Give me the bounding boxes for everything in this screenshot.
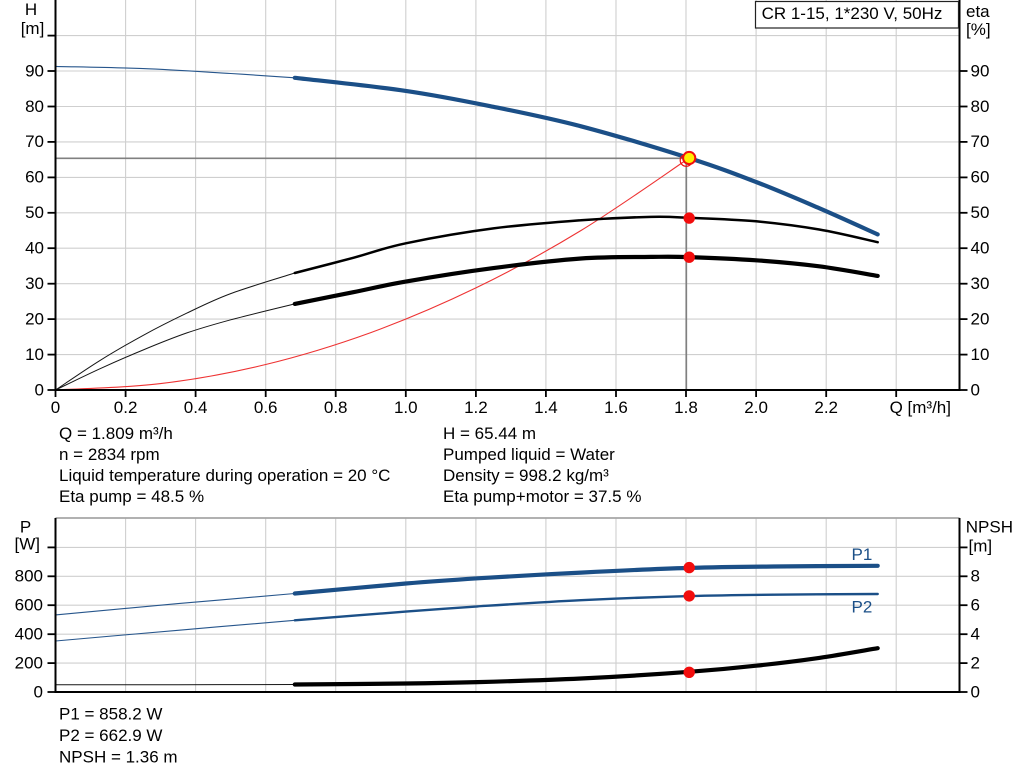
svg-text:Liquid temperature during oper: Liquid temperature during operation = 20…	[59, 466, 390, 485]
svg-text:Q [m³/h]: Q [m³/h]	[890, 398, 951, 417]
svg-text:0: 0	[34, 682, 43, 701]
svg-text:0: 0	[35, 380, 44, 399]
svg-text:0: 0	[971, 682, 980, 701]
svg-text:30: 30	[971, 274, 990, 293]
svg-text:1.8: 1.8	[674, 398, 698, 417]
svg-text:8: 8	[971, 567, 980, 586]
svg-text:H: H	[25, 0, 37, 19]
svg-text:80: 80	[25, 97, 44, 116]
svg-text:[%]: [%]	[966, 20, 991, 39]
svg-text:6: 6	[971, 596, 980, 615]
svg-text:70: 70	[971, 132, 990, 151]
svg-text:70: 70	[25, 132, 44, 151]
svg-text:0.6: 0.6	[254, 398, 278, 417]
svg-text:30: 30	[25, 274, 44, 293]
svg-text:1.4: 1.4	[534, 398, 558, 417]
svg-text:10: 10	[971, 345, 990, 364]
svg-text:600: 600	[15, 596, 43, 615]
svg-text:eta: eta	[966, 2, 990, 21]
svg-text:90: 90	[25, 61, 44, 80]
svg-text:90: 90	[971, 61, 990, 80]
svg-text:n = 2834 rpm: n = 2834 rpm	[59, 445, 160, 464]
svg-text:200: 200	[15, 653, 43, 672]
svg-text:2.2: 2.2	[814, 398, 838, 417]
svg-text:60: 60	[25, 168, 44, 187]
svg-text:1.2: 1.2	[464, 398, 488, 417]
svg-text:50: 50	[971, 203, 990, 222]
svg-text:4: 4	[971, 625, 980, 644]
svg-text:0: 0	[51, 398, 60, 417]
svg-text:NPSH: NPSH	[966, 518, 1013, 537]
svg-text:40: 40	[971, 239, 990, 258]
svg-text:Q = 1.809 m³/h: Q = 1.809 m³/h	[59, 424, 173, 443]
svg-text:0.2: 0.2	[114, 398, 138, 417]
svg-text:0: 0	[971, 380, 980, 399]
svg-text:400: 400	[15, 625, 43, 644]
svg-text:2: 2	[971, 653, 980, 672]
svg-text:H = 65.44 m: H = 65.44 m	[443, 424, 536, 443]
svg-text:0.4: 0.4	[184, 398, 208, 417]
svg-text:20: 20	[25, 309, 44, 328]
svg-text:P1: P1	[852, 545, 873, 564]
svg-text:CR 1-15, 1*230 V, 50Hz: CR 1-15, 1*230 V, 50Hz	[762, 4, 943, 23]
svg-text:0.8: 0.8	[324, 398, 348, 417]
svg-text:20: 20	[971, 309, 990, 328]
svg-text:P1 = 858.2 W: P1 = 858.2 W	[59, 704, 162, 723]
svg-text:10: 10	[25, 345, 44, 364]
svg-text:Density = 998.2 kg/m³: Density = 998.2 kg/m³	[443, 466, 609, 485]
svg-text:NPSH = 1.36 m: NPSH = 1.36 m	[59, 747, 178, 766]
svg-text:80: 80	[971, 97, 990, 116]
svg-text:[W]: [W]	[15, 535, 41, 554]
svg-text:Eta pump+motor = 37.5 %: Eta pump+motor = 37.5 %	[443, 487, 641, 506]
svg-text:Pumped liquid = Water: Pumped liquid = Water	[443, 445, 615, 464]
svg-text:800: 800	[15, 567, 43, 586]
svg-text:1.6: 1.6	[604, 398, 628, 417]
svg-text:Eta pump = 48.5 %: Eta pump = 48.5 %	[59, 487, 204, 506]
svg-text:60: 60	[971, 168, 990, 187]
svg-text:40: 40	[25, 239, 44, 258]
svg-text:50: 50	[25, 203, 44, 222]
svg-text:P: P	[20, 518, 31, 537]
svg-text:P2 = 662.9 W: P2 = 662.9 W	[59, 726, 162, 745]
svg-text:[m]: [m]	[969, 537, 993, 556]
svg-text:1.0: 1.0	[394, 398, 418, 417]
svg-text:[m]: [m]	[21, 19, 45, 38]
svg-text:2.0: 2.0	[744, 398, 768, 417]
svg-text:P2: P2	[852, 598, 873, 617]
